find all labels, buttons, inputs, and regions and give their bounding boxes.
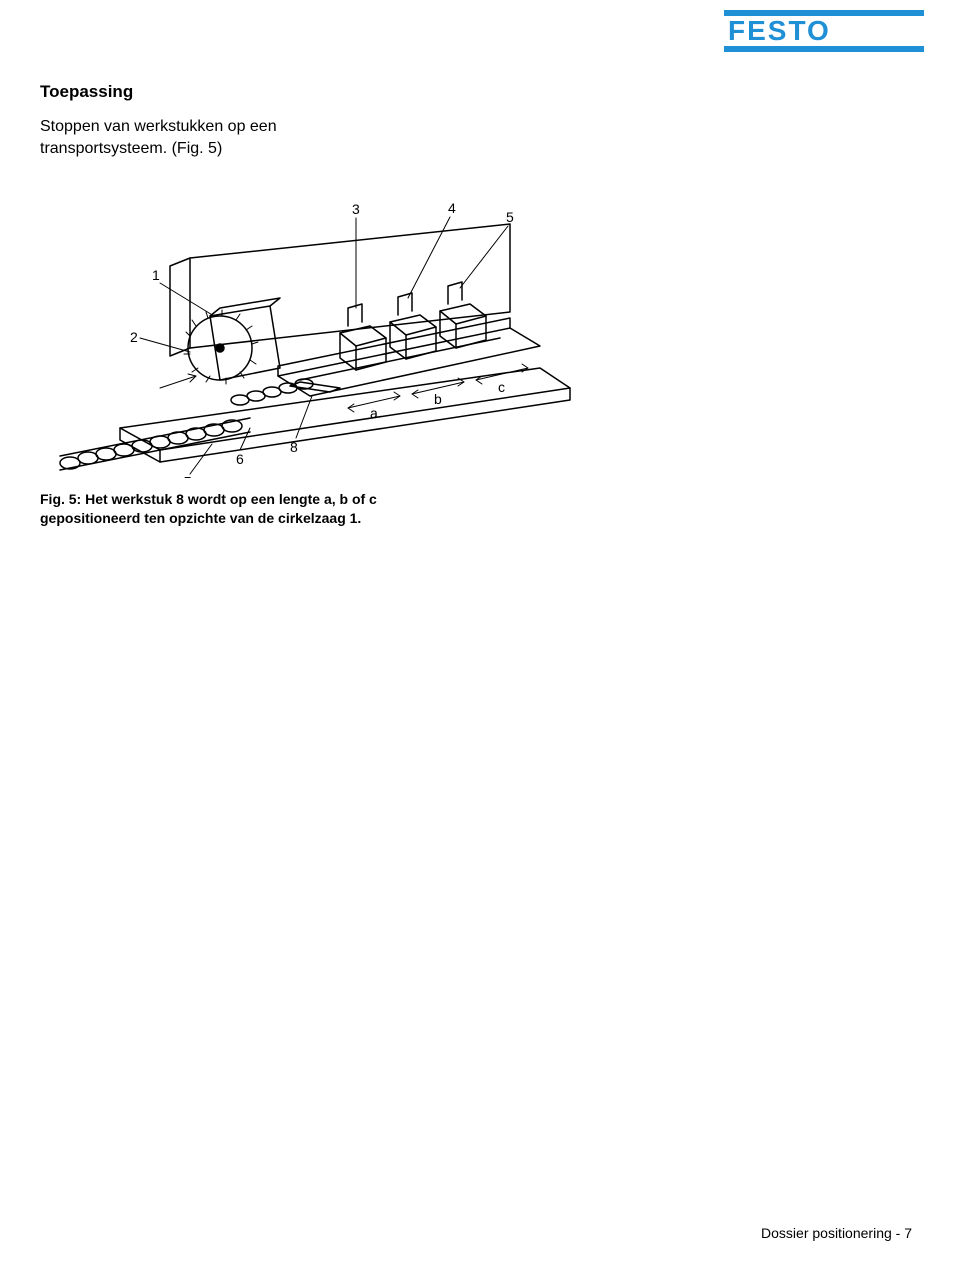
callout-7: 7 <box>184 474 191 478</box>
workpiece <box>290 382 340 392</box>
page: FESTO Toepassing Stoppen van werkstukken… <box>0 0 960 1271</box>
callout-4: 4 <box>448 200 456 216</box>
roller-conveyor <box>60 418 250 470</box>
body-paragraph: Stoppen van werkstukken op een transport… <box>40 116 277 159</box>
callout-5: 5 <box>506 209 514 225</box>
festo-logo-svg: FESTO <box>724 10 924 52</box>
upper-rollers <box>231 379 313 405</box>
svg-text:FESTO: FESTO <box>728 15 831 46</box>
dim-a: a <box>370 405 378 421</box>
dim-c: c <box>498 379 505 395</box>
figure-5: 1 2 3 4 5 6 7 8 a b c <box>40 188 580 478</box>
brand-logo: FESTO <box>724 10 924 52</box>
figure-5-svg: 1 2 3 4 5 6 7 8 a b c <box>40 188 580 478</box>
callout-8: 8 <box>290 439 298 455</box>
circular-saw <box>160 298 280 388</box>
figure-caption: Fig. 5: Het werkstuk 8 wordt op een leng… <box>40 490 377 528</box>
section-heading: Toepassing <box>40 82 133 102</box>
callout-3: 3 <box>352 201 360 217</box>
page-footer: Dossier positionering - 7 <box>761 1225 912 1241</box>
callout-1: 1 <box>152 267 160 283</box>
callout-2: 2 <box>130 329 138 345</box>
callout-6: 6 <box>236 451 244 467</box>
actuator-blocks <box>340 282 486 370</box>
dim-b: b <box>434 391 442 407</box>
